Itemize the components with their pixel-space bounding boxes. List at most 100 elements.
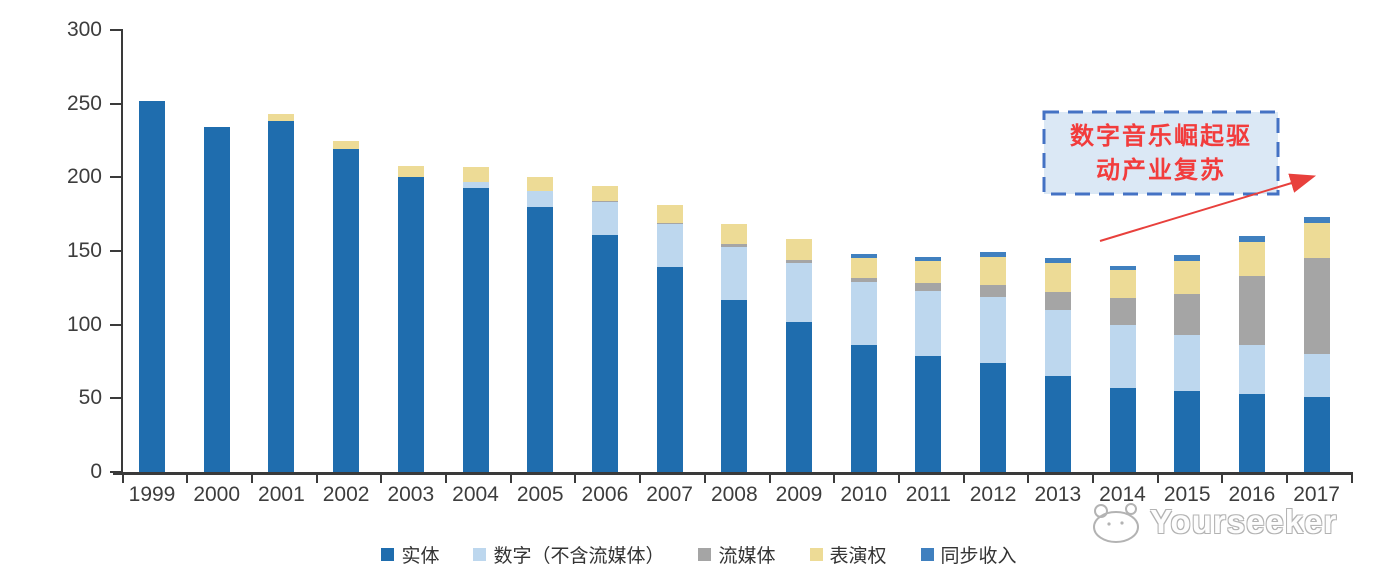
x-axis-tick-label-2009: 2009 (775, 483, 823, 506)
bar-segment-表演权-2011 (915, 261, 942, 284)
x-axis-tick-label-2017: 2017 (1293, 483, 1340, 506)
x-axis-tick (1092, 475, 1094, 483)
bar-segment-数字（不含流媒体）-2015 (1174, 334, 1201, 391)
y-axis-tick-label: 150 (66, 239, 102, 262)
x-axis-tick-label-2006: 2006 (581, 483, 629, 506)
legend-swatch-performance (809, 548, 823, 561)
bar-segment-实体-1999 (139, 100, 165, 472)
bar-segment-同步收入-2017 (1303, 217, 1330, 223)
legend-item-performance: 表演权 (809, 541, 887, 568)
x-axis-tick (445, 475, 447, 483)
yourseeker-logo-icon (1093, 503, 1139, 543)
x-axis-tick-label-2016: 2016 (1228, 483, 1276, 506)
bar-segment-数字（不含流媒体）-2005 (527, 190, 554, 207)
y-axis-tick (110, 102, 121, 105)
bar-segment-数字（不含流媒体）-2016 (1238, 345, 1265, 394)
bar-segment-实体-2015 (1174, 390, 1201, 472)
y-axis-tick-label: 50 (78, 386, 102, 410)
x-axis-tick (186, 475, 189, 483)
y-axis-tick-label: 250 (66, 91, 102, 115)
bar-segment-实体-2017 (1303, 396, 1330, 472)
watermark: Yourseeker (1088, 500, 1337, 544)
bar-segment-实体-2010 (850, 345, 877, 472)
bar-segment-实体-2008 (721, 299, 748, 472)
x-axis-tick-label-2000: 2000 (193, 483, 241, 506)
legend-swatch-sync (920, 548, 934, 561)
bar-segment-流媒体-2007 (656, 223, 683, 225)
bar-segment-数字（不含流媒体）-2006 (591, 202, 618, 235)
bar-segment-实体-2011 (915, 355, 942, 472)
bar-segment-数字（不含流媒体）-2009 (786, 262, 812, 322)
bar-segment-表演权-2010 (850, 258, 877, 278)
legend-item-digital: 数字（不含流媒体） (473, 541, 664, 568)
x-axis-tick (962, 475, 965, 483)
y-axis-tick (110, 250, 121, 252)
legend-swatch-physical (381, 548, 395, 561)
x-axis-tick (250, 475, 253, 483)
bar-segment-流媒体-2006 (591, 200, 618, 203)
legend-label-streaming: 流媒体 (718, 546, 776, 567)
bar-segment-流媒体-2015 (1174, 293, 1201, 335)
bar-segment-实体-2006 (591, 234, 618, 472)
legend-item-physical: 实体 (381, 541, 439, 568)
x-axis-tick (768, 475, 771, 483)
bar-segment-数字（不含流媒体）-2017 (1303, 354, 1330, 397)
bar-segment-同步收入-2016 (1238, 236, 1265, 243)
annotation-line-1: 数字音乐崛起驱 (1070, 121, 1252, 150)
bar-segment-流媒体-2016 (1238, 276, 1265, 346)
bar-segment-流媒体-2012 (980, 284, 1007, 297)
x-axis-tick (315, 475, 318, 483)
bar-segment-表演权-2002 (333, 140, 360, 150)
x-axis-tick-label-2007: 2007 (646, 483, 693, 506)
watermark-text: Yourseeker (1150, 503, 1338, 540)
legend-label-digital: 数字（不含流媒体） (493, 546, 665, 567)
x-axis-tick (121, 475, 124, 483)
x-axis-tick (509, 475, 512, 483)
x-axis-tick (639, 475, 642, 483)
bar-segment-同步收入-2015 (1174, 255, 1201, 262)
x-axis-tick-label-2014: 2014 (1099, 483, 1146, 506)
x-axis-tick-label-1999: 1999 (128, 483, 176, 506)
bar-segment-表演权-2007 (656, 205, 683, 223)
bar-segment-实体-2014 (1109, 388, 1136, 472)
bar-segment-数字（不含流媒体）-2014 (1109, 324, 1136, 388)
legend-swatch-digital (473, 548, 487, 561)
annotation-text: 数字音乐崛起驱 动产业复苏 (1042, 110, 1280, 196)
bar-segment-流媒体-2010 (850, 277, 877, 282)
x-axis-line (113, 472, 1353, 475)
bar-segment-表演权-2005 (527, 177, 554, 191)
legend-label-physical: 实体 (401, 546, 440, 567)
x-axis-tick-label-2003: 2003 (387, 483, 435, 506)
y-axis-tick (110, 176, 121, 179)
x-axis-tick (1350, 475, 1353, 483)
y-axis-tick-label: 200 (66, 165, 102, 189)
bar-segment-表演权-2013 (1044, 262, 1071, 293)
bar-segment-表演权-2014 (1109, 270, 1136, 299)
bar-segment-表演权-2016 (1238, 242, 1265, 277)
bar-segment-流媒体-2008 (721, 243, 748, 247)
bar-segment-实体-2016 (1238, 393, 1265, 472)
bar-segment-实体-2007 (656, 267, 683, 472)
x-axis-tick (897, 475, 900, 483)
legend-label-performance: 表演权 (829, 546, 887, 567)
x-axis-tick-label-2008: 2008 (710, 483, 758, 506)
y-axis-tick-label: 0 (90, 460, 102, 483)
bar-segment-流媒体-2011 (915, 283, 942, 291)
y-axis-line (121, 29, 123, 475)
bar-segment-表演权-2003 (397, 165, 424, 178)
bar-segment-数字（不含流媒体）-2011 (915, 290, 942, 356)
legend: 实体 数字（不含流媒体） 流媒体 表演权 同步收入 (0, 541, 1398, 568)
x-axis-tick-label-2001: 2001 (258, 483, 305, 506)
y-axis-tick-label: 100 (66, 312, 102, 336)
x-axis-tick-label-2012: 2012 (969, 483, 1017, 506)
bar-segment-同步收入-2014 (1109, 265, 1136, 271)
bar-segment-实体-2001 (268, 121, 295, 472)
bar-segment-表演权-2006 (591, 186, 618, 201)
bar-segment-同步收入-2010 (850, 253, 877, 259)
x-axis-tick-label-2013: 2013 (1034, 483, 1082, 506)
bar-segment-表演权-2004 (462, 167, 489, 182)
bar-segment-流媒体-2013 (1044, 292, 1071, 310)
bar-segment-表演权-2017 (1303, 223, 1330, 259)
bar-segment-数字（不含流媒体）-2004 (462, 181, 489, 188)
x-axis-tick-label-2010: 2010 (840, 483, 888, 506)
